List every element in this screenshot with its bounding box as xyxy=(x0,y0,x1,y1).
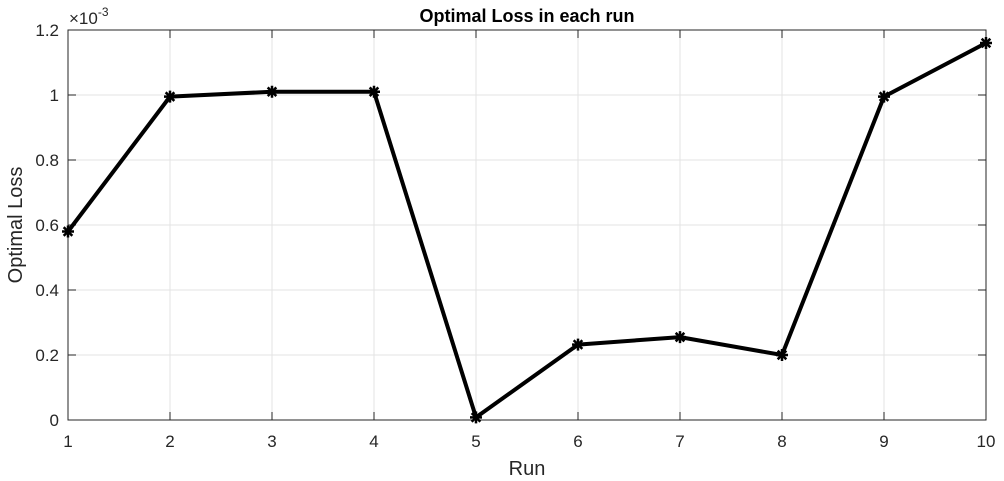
x-tick-label: 3 xyxy=(267,432,276,451)
x-tick-label: 7 xyxy=(675,432,684,451)
y-tick-label: 1.2 xyxy=(35,21,59,40)
data-point-marker xyxy=(368,85,380,98)
x-tick-label: 8 xyxy=(777,432,786,451)
y-axis-label: Optimal Loss xyxy=(5,167,27,284)
y-axis-exponent-power: -3 xyxy=(98,5,109,19)
y-axis-exponent: ×10-3 xyxy=(69,5,109,28)
data-point-marker xyxy=(674,331,686,344)
x-tick-label: 1 xyxy=(63,432,72,451)
x-tick-label: 2 xyxy=(165,432,174,451)
x-tick-label: 9 xyxy=(879,432,888,451)
data-point-marker xyxy=(572,338,584,351)
grid xyxy=(67,29,987,421)
y-tick-label: 0 xyxy=(50,411,59,430)
y-tick-label: 0.2 xyxy=(35,346,59,365)
x-tick-label: 5 xyxy=(471,432,480,451)
data-point-marker xyxy=(980,37,992,49)
y-axis-exponent-base: ×10 xyxy=(69,9,98,28)
data-point-marker xyxy=(164,90,176,103)
data-point-marker xyxy=(776,349,788,361)
x-tick-label: 10 xyxy=(977,432,996,451)
chart-title: Optimal Loss in each run xyxy=(419,6,634,26)
y-tick-label: 1 xyxy=(50,86,59,105)
x-tick-label: 6 xyxy=(573,432,582,451)
y-tick-label: 0.8 xyxy=(35,151,59,170)
y-tick-label: 0.6 xyxy=(35,216,59,235)
data-point-marker xyxy=(266,85,278,98)
series-line xyxy=(66,41,987,420)
x-tick-label: 4 xyxy=(369,432,378,451)
x-tick-labels: 1 2 3 4 5 6 7 8 9 10 xyxy=(63,432,995,451)
data-point-marker xyxy=(62,225,74,238)
data-point-marker xyxy=(878,90,890,103)
data-point-marker xyxy=(470,411,482,424)
x-axis-label: Run xyxy=(509,458,546,480)
y-tick-label: 0.4 xyxy=(35,281,59,300)
series xyxy=(62,37,992,424)
y-tick-labels: 0 0.2 0.4 0.6 0.8 1 1.2 xyxy=(35,21,59,430)
